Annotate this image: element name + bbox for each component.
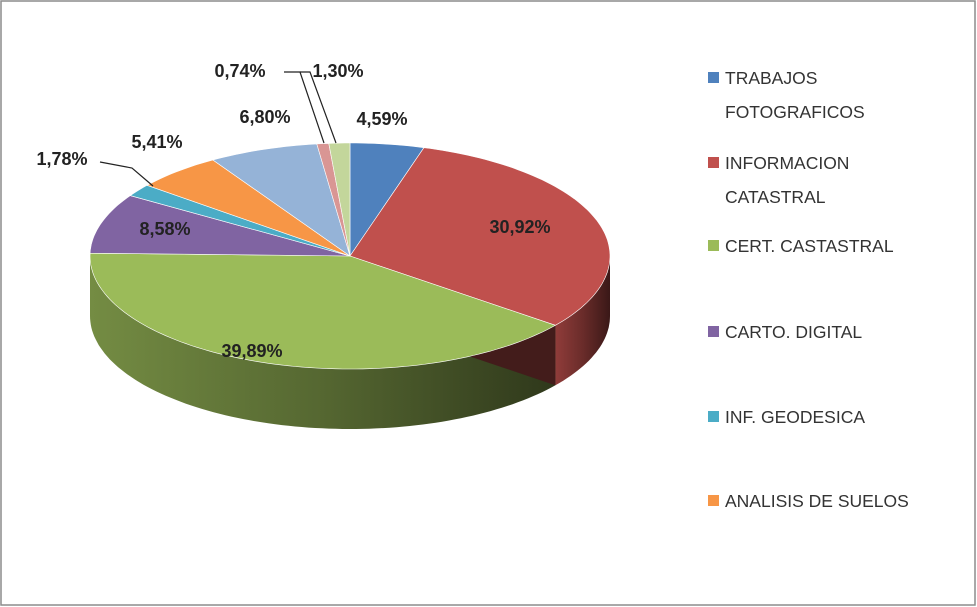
data-label: 30,92% — [489, 217, 550, 237]
leader-line — [99, 161, 154, 187]
slice — [212, 143, 351, 257]
data-label: 8,58% — [139, 219, 190, 239]
data-label: 6,80% — [239, 107, 290, 127]
legend-label: INF. GEODESICA — [725, 407, 866, 427]
data-label: 4,59% — [356, 109, 407, 129]
legend-label: CERT. CASTASTRAL — [725, 236, 894, 256]
data-label: 39,89% — [221, 341, 282, 361]
data-label: 1,30% — [312, 61, 363, 81]
legend-swatch — [708, 411, 719, 422]
slice — [146, 159, 351, 257]
data-label: 0,74% — [214, 61, 265, 81]
leader-line — [300, 71, 337, 144]
legend-item: TRABAJOS FOTOGRAFICOS — [708, 61, 900, 129]
legend-swatch — [708, 240, 719, 251]
legend-swatch — [708, 326, 719, 337]
slice — [129, 184, 351, 257]
slice — [349, 147, 611, 326]
slice — [89, 252, 557, 370]
legend-label: ANALISIS DE SUELOS — [725, 491, 909, 511]
slice — [89, 195, 351, 257]
legend-swatch — [708, 157, 719, 168]
legend-label: INFORMACION CATASTRAL — [725, 153, 850, 207]
data-label: 5,41% — [131, 132, 182, 152]
legend-item: CERT. CASTASTRAL — [708, 229, 894, 263]
slice — [349, 142, 425, 257]
slice-side — [90, 256, 556, 429]
slice-side — [555, 256, 610, 386]
data-label: 1,78% — [36, 149, 87, 169]
slice — [328, 142, 351, 257]
legend-label: CARTO. DIGITAL — [725, 322, 863, 342]
legend-item: INF. GEODESICA — [708, 400, 865, 434]
legend-swatch — [708, 72, 719, 83]
legend-label: TRABAJOS FOTOGRAFICOS — [725, 68, 865, 122]
legend-item: ANALISIS DE SUELOS — [708, 484, 909, 518]
legend-item: INFORMACION CATASTRAL — [708, 146, 900, 214]
legend-swatch — [708, 495, 719, 506]
legend-item: CARTO. DIGITAL — [708, 315, 862, 349]
